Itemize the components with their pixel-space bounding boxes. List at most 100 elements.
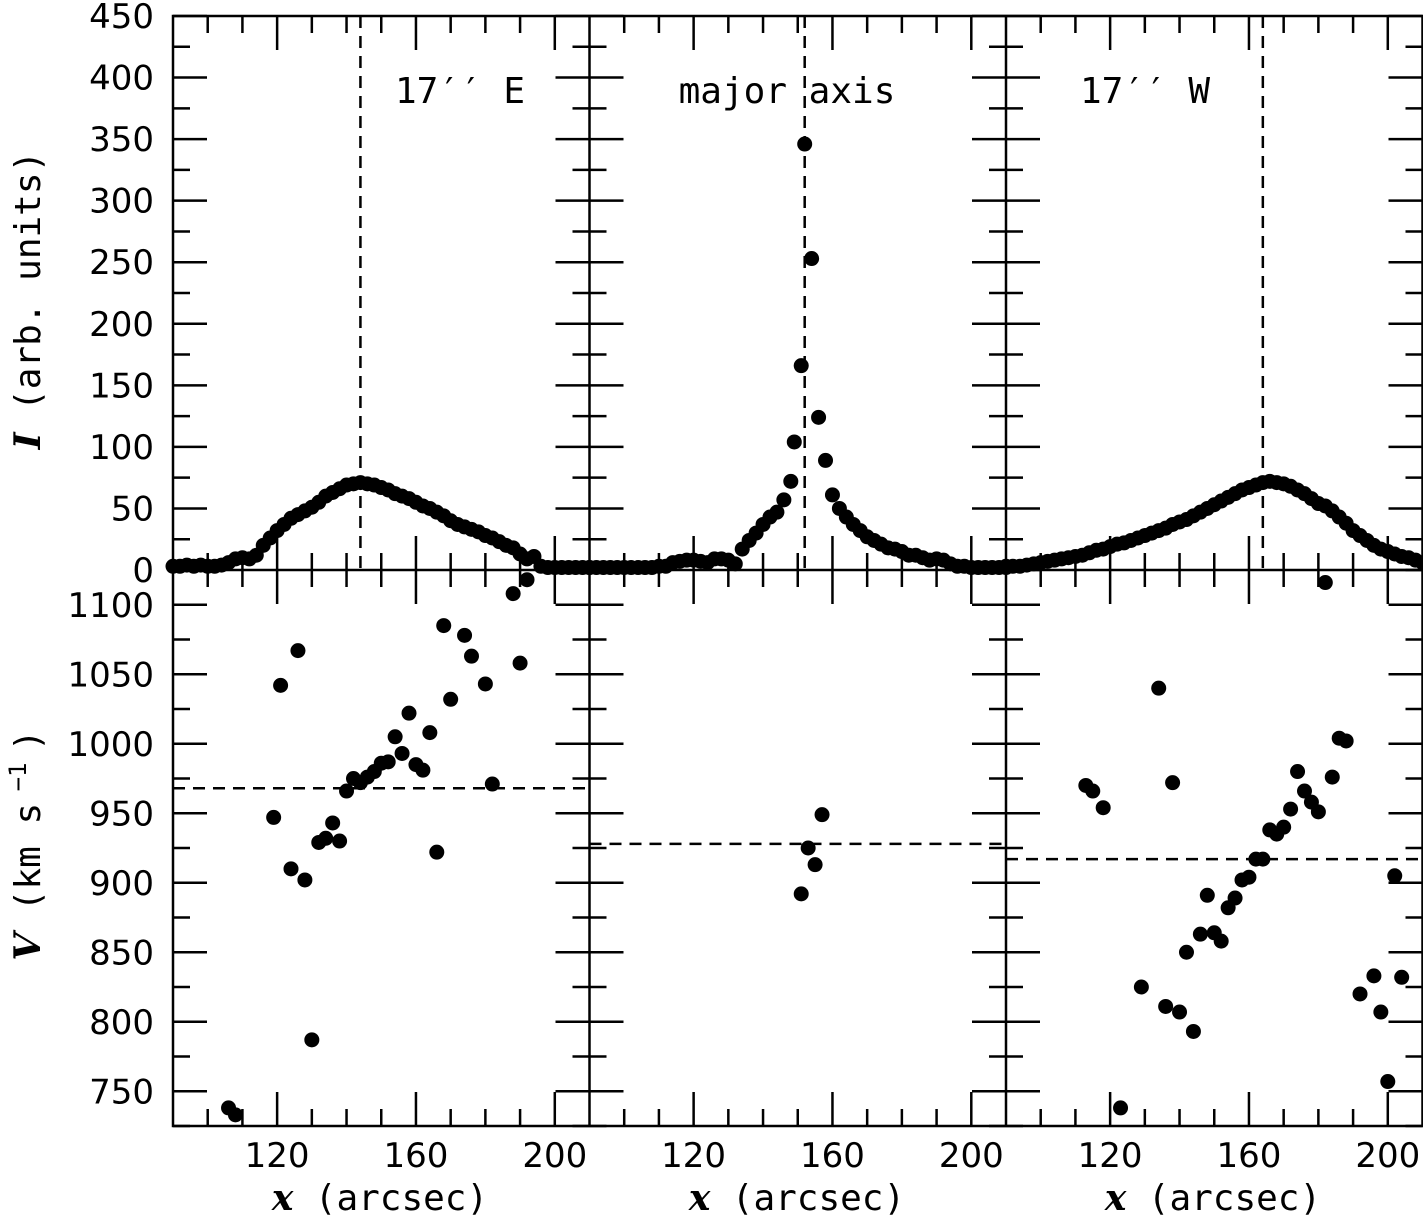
x-tick-label: 200 <box>939 1136 1004 1176</box>
top-y-axis-label-unit: (arb. units) <box>8 151 49 411</box>
velocity-point <box>1324 769 1340 785</box>
velocity-point <box>415 762 431 778</box>
x-axis-label-east-symbol: x <box>271 1177 294 1219</box>
velocity-point <box>1366 968 1382 984</box>
bottom-y-axis-label: V (km s −1 ) <box>0 729 49 960</box>
intensity-point <box>811 409 827 425</box>
panel-title-west: 17′′ W <box>1080 71 1210 112</box>
velocity-point <box>1310 804 1326 820</box>
bottom-y-tick-label: 1050 <box>67 655 154 695</box>
velocity-point <box>1095 800 1111 816</box>
velocity-point <box>505 586 521 602</box>
velocity-point <box>1296 783 1312 799</box>
velocity-point <box>793 886 809 902</box>
velocity-point <box>519 572 535 588</box>
top-y-tick-label: 0 <box>132 551 154 591</box>
velocity-point <box>1352 986 1368 1002</box>
bottom-y-tick-label: 950 <box>89 794 154 834</box>
velocity-point <box>436 618 452 634</box>
svg-text:I (arb. units): I (arb. units) <box>7 151 49 450</box>
x-axis-label-east: x (arcsec) <box>271 1177 488 1219</box>
svg-text:V (km s −1 ): V (km s −1 ) <box>0 729 49 960</box>
velocity-point <box>807 857 823 873</box>
bottom-y-axis-label-unit: (km s <box>8 803 49 911</box>
bottom-y-tick-label: 900 <box>89 864 154 904</box>
velocity-point <box>457 627 473 643</box>
velocity-point <box>1241 869 1257 885</box>
velocity-point <box>304 1032 320 1048</box>
velocity-point <box>429 844 445 860</box>
velocity-point <box>1317 575 1333 591</box>
velocity-point <box>814 807 830 823</box>
velocity-point <box>1213 933 1229 949</box>
top-y-tick-label: 350 <box>89 120 154 160</box>
velocity-point <box>1165 775 1181 791</box>
top-y-tick-label: 400 <box>89 59 154 99</box>
bottom-y-tick-label: 800 <box>89 1003 154 1043</box>
x-tick-label: 160 <box>1217 1136 1282 1176</box>
velocity-point <box>512 655 528 671</box>
x-tick-label: 200 <box>1355 1136 1420 1176</box>
bottom-y-tick-label: 1100 <box>67 586 154 626</box>
velocity-point <box>1387 868 1403 884</box>
x-axis-label-west-unit: (arcsec) <box>1148 1178 1321 1219</box>
x-axis-label-major: x (arcsec) <box>688 1177 905 1219</box>
velocity-point <box>273 677 289 693</box>
x-tick-label: 160 <box>800 1136 865 1176</box>
x-tick-label: 120 <box>1078 1136 1143 1176</box>
velocity-point <box>477 676 493 692</box>
x-axis-label-east-unit: (arcsec) <box>315 1178 488 1219</box>
x-tick-label: 160 <box>384 1136 449 1176</box>
velocity-point <box>1192 926 1208 942</box>
velocity-point <box>1255 851 1271 867</box>
top-y-tick-label: 300 <box>89 182 154 222</box>
top-y-tick-label: 200 <box>89 305 154 345</box>
velocity-point <box>443 691 459 707</box>
panel-title-major-axis: major axis <box>679 71 896 112</box>
bottom-y-axis-label-close: ) <box>8 729 49 751</box>
velocity-point <box>484 776 500 792</box>
velocity-point <box>1158 998 1174 1014</box>
top-y-axis-label-symbol: I <box>7 431 49 450</box>
velocity-point <box>318 830 334 846</box>
x-axis-label-major-unit: (arcsec) <box>732 1178 905 1219</box>
velocity-point <box>1394 969 1410 985</box>
velocity-point <box>387 729 403 745</box>
velocity-point <box>1085 783 1101 799</box>
velocity-point <box>1283 801 1299 817</box>
top-y-tick-label: 250 <box>89 243 154 283</box>
velocity-point <box>1133 979 1149 995</box>
velocity-point <box>1199 887 1215 903</box>
velocity-point <box>380 754 396 770</box>
velocity-point <box>1290 764 1306 780</box>
velocity-point <box>1151 680 1167 696</box>
velocity-point <box>401 705 417 721</box>
velocity-point <box>1185 1023 1201 1039</box>
x-axis-label-major-symbol: x <box>688 1177 711 1219</box>
bottom-y-tick-label: 850 <box>89 933 154 973</box>
velocity-point <box>1113 1100 1129 1116</box>
velocity-point <box>422 725 438 741</box>
panel-title-east: 17′′ E <box>395 71 525 112</box>
intensity-point <box>783 473 799 489</box>
panel-grid: 0 50 100 150 200 250 300 350 400 450 750 800 850 900 9… <box>67 0 1423 1176</box>
velocity-point <box>290 643 306 659</box>
intensity-point <box>786 434 802 450</box>
top-y-tick-label: 150 <box>89 366 154 406</box>
velocity-point <box>800 840 816 856</box>
top-y-tick-label: 450 <box>89 0 154 37</box>
velocity-point <box>1380 1074 1396 1090</box>
intensity-point <box>818 452 834 468</box>
x-tick-label: 200 <box>522 1136 587 1176</box>
velocity-point <box>1276 819 1292 835</box>
velocity-point <box>1178 944 1194 960</box>
velocity-point <box>394 745 410 761</box>
top-y-tick-label: 50 <box>111 489 154 529</box>
velocity-point <box>297 872 313 888</box>
velocity-point <box>266 809 282 825</box>
velocity-point <box>325 815 341 831</box>
intensity-point <box>776 492 792 508</box>
velocity-point <box>1338 733 1354 749</box>
velocity-point <box>463 648 479 664</box>
